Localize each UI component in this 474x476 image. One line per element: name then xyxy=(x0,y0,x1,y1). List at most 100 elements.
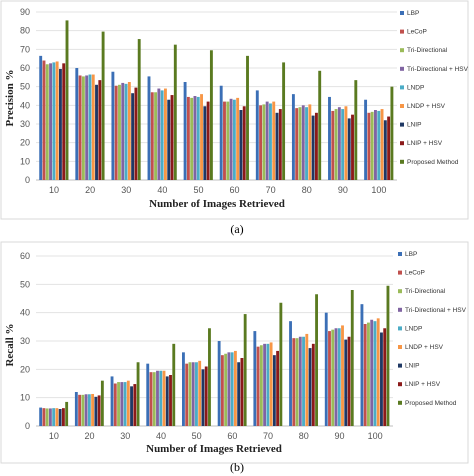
bar xyxy=(223,101,226,180)
bar xyxy=(49,63,53,181)
bar xyxy=(291,94,295,180)
bar xyxy=(110,376,114,426)
bar xyxy=(52,408,56,426)
bar xyxy=(328,96,331,180)
bar xyxy=(387,116,391,180)
chart-a-y-ticks: 0 10 20 30 40 50 60 70 80 90 xyxy=(20,7,30,185)
legend-label: Tri-Directional xyxy=(407,47,448,54)
bar xyxy=(100,380,104,426)
chart-b-bars xyxy=(39,285,390,426)
bar xyxy=(154,92,158,180)
bar xyxy=(78,75,82,180)
legend-label: LeCoP xyxy=(407,29,427,36)
legend-label: LNDP + HSV xyxy=(407,103,446,110)
y-tick-label: 10 xyxy=(20,156,30,166)
bar xyxy=(217,341,221,426)
legend-label: LNDP xyxy=(405,325,422,332)
bar xyxy=(167,99,171,180)
bar xyxy=(259,105,263,180)
bar xyxy=(295,338,299,426)
x-tick-label: 60 xyxy=(227,431,237,441)
bar xyxy=(198,360,202,426)
bar xyxy=(91,393,95,426)
y-tick-label: 60 xyxy=(20,63,30,73)
bar xyxy=(272,101,276,180)
bar xyxy=(94,396,98,426)
bar xyxy=(78,394,82,426)
bar xyxy=(203,106,207,180)
bar xyxy=(377,110,381,180)
chart-b-x-ticks: 10 20 30 40 50 60 70 80 90 100 xyxy=(49,431,383,441)
legend-swatch xyxy=(400,66,404,71)
bar xyxy=(337,328,341,426)
chart-b-y-axis-title: Recall % xyxy=(4,323,16,366)
bar xyxy=(305,333,309,426)
y-tick-label: 40 xyxy=(20,100,30,110)
bar xyxy=(367,322,370,426)
bar xyxy=(324,312,328,426)
legend-swatch xyxy=(400,85,404,90)
bar xyxy=(159,370,163,426)
bar xyxy=(347,336,351,426)
bar xyxy=(311,343,315,426)
legend-swatch xyxy=(400,11,404,15)
recall-chart: 0 10 20 30 40 50 60 10 20 30 40 50 60 70 80 90 100 Reca… xyxy=(0,241,469,474)
bar xyxy=(191,362,195,426)
bar xyxy=(266,343,270,426)
bar xyxy=(295,108,299,180)
chart-a-y-axis-title: Precision % xyxy=(4,70,16,127)
legend-label: LNIP + HSV xyxy=(405,381,441,388)
bar xyxy=(376,318,380,426)
bar xyxy=(124,83,128,180)
bar xyxy=(39,407,43,426)
bar xyxy=(370,111,374,180)
legend-label: LNDP xyxy=(407,84,424,91)
bar xyxy=(121,82,125,180)
bar xyxy=(58,68,62,180)
bar xyxy=(183,82,187,180)
bar xyxy=(232,99,236,180)
x-tick-label: 40 xyxy=(156,431,166,441)
bar xyxy=(289,321,292,426)
bar xyxy=(42,60,46,180)
y-tick-label: 80 xyxy=(20,26,30,36)
bar xyxy=(133,384,137,426)
bar xyxy=(149,372,153,426)
bar xyxy=(97,395,101,426)
bar xyxy=(204,366,208,426)
legend-swatch xyxy=(398,252,402,256)
bar xyxy=(279,302,283,426)
bar xyxy=(374,110,377,180)
bar xyxy=(314,112,318,180)
legend-swatch xyxy=(398,289,402,294)
bar xyxy=(65,401,69,426)
bar xyxy=(227,352,231,426)
y-tick-label: 90 xyxy=(20,7,30,17)
bar xyxy=(331,110,335,180)
bar xyxy=(136,362,140,426)
bar xyxy=(276,350,280,426)
x-tick-label: 100 xyxy=(371,185,386,195)
legend-label: LNDP + HSV xyxy=(405,344,444,351)
bar xyxy=(272,355,276,426)
x-tick-label: 50 xyxy=(193,185,203,195)
bar xyxy=(209,50,213,181)
chart-b-legend: LBP LeCoP Tri-Directional Tri-Directional +… xyxy=(398,251,467,407)
y-tick-label: 40 xyxy=(20,308,30,318)
y-tick-label: 30 xyxy=(20,336,30,346)
bar xyxy=(255,90,259,180)
bar xyxy=(265,101,269,180)
chart-b-y-ticks: 0 10 20 30 40 50 60 xyxy=(20,251,30,431)
bar xyxy=(62,63,66,181)
bar xyxy=(301,105,305,180)
x-tick-label: 100 xyxy=(368,431,383,441)
chart-b-x-axis-title: Number of Images Retrieved xyxy=(146,443,282,455)
bar xyxy=(269,342,273,426)
bar xyxy=(157,88,161,180)
bar xyxy=(263,343,267,426)
bar xyxy=(282,62,286,180)
y-tick-label: 0 xyxy=(25,421,30,431)
legend-swatch xyxy=(398,307,402,312)
bar xyxy=(134,87,138,180)
